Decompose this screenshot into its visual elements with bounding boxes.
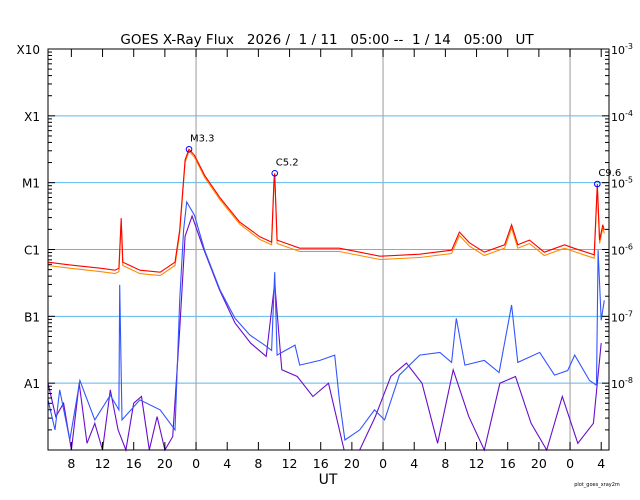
x-tick-label: 8 — [254, 456, 262, 471]
footer-label: plot_goes_xray2m — [574, 482, 620, 488]
y-tick-label: 10-7 — [611, 309, 633, 324]
flare-marker — [271, 170, 279, 177]
y-tick-label: 10-3 — [611, 42, 633, 57]
flare-label: C5.2 — [276, 157, 299, 168]
x-tick-label: 20 — [157, 456, 173, 471]
x-tick-label: 12 — [95, 456, 111, 471]
y-tick-label: 10-5 — [611, 176, 633, 191]
series-long — [47, 148, 605, 273]
y-tick-label: 10-6 — [611, 243, 633, 258]
series-short — [47, 200, 605, 441]
y-tick-label: 10-4 — [611, 109, 633, 124]
y-class-label: C1 — [24, 244, 40, 258]
y-class-label: X1 — [24, 110, 40, 124]
y-tick-label: 10-8 — [611, 376, 633, 391]
x-tick-label: 12 — [469, 456, 485, 471]
flare-marker — [594, 180, 601, 188]
x-tick-label: 12 — [282, 456, 298, 471]
x-axis-label: UT — [319, 472, 338, 488]
y-class-label: B1 — [24, 310, 40, 324]
flare-marker — [185, 145, 193, 153]
x-tick-label: 8 — [67, 456, 75, 471]
chart-title: GOES X-Ray Flux 2026 / 1 / 11 05:00 -- 1… — [120, 32, 534, 48]
x-tick-label: 0 — [192, 456, 200, 471]
x-tick-label: 0 — [566, 456, 574, 471]
x-tick-label: 20 — [344, 456, 360, 471]
x-tick-label: 20 — [531, 456, 547, 471]
flare-label: M3.3 — [190, 133, 215, 144]
series-short-secondary — [47, 214, 602, 453]
x-tick-label: 0 — [379, 456, 387, 471]
x-tick-label: 4 — [410, 456, 418, 471]
x-tick-label: 4 — [223, 456, 231, 471]
y-class-label: X10 — [17, 43, 41, 57]
y-class-label: M1 — [22, 177, 40, 191]
y-class-label: A1 — [24, 377, 40, 391]
x-tick-label: 16 — [126, 456, 142, 471]
series-long-secondary — [47, 150, 605, 277]
flare-label: C9.6 — [598, 168, 621, 179]
x-tick-label: 8 — [441, 456, 449, 471]
x-tick-label: 4 — [597, 456, 605, 471]
x-tick-label: 16 — [313, 456, 329, 471]
x-tick-label: 16 — [500, 456, 516, 471]
